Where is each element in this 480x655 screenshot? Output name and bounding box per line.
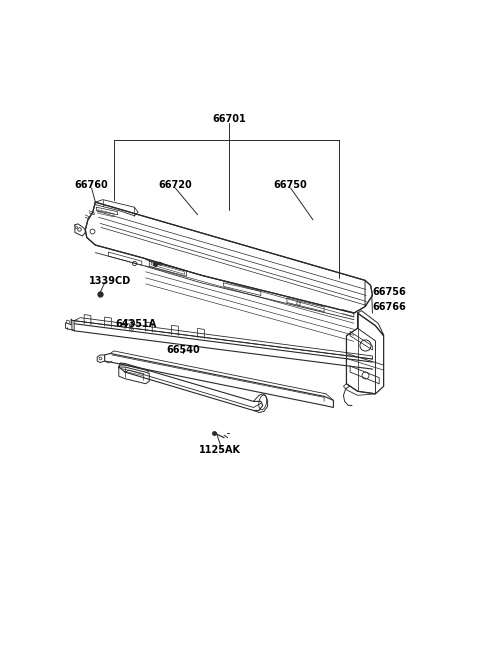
Text: 66750: 66750: [274, 179, 308, 189]
Text: 64351A: 64351A: [115, 319, 156, 329]
Text: 66540: 66540: [166, 345, 200, 356]
Text: 66766: 66766: [372, 301, 406, 312]
Text: 66701: 66701: [212, 114, 246, 124]
Text: 66760: 66760: [75, 179, 108, 189]
Text: 1339CD: 1339CD: [89, 276, 131, 286]
Text: 1125AK: 1125AK: [199, 445, 241, 455]
Text: 66756: 66756: [372, 288, 406, 297]
Text: 66720: 66720: [158, 179, 192, 189]
